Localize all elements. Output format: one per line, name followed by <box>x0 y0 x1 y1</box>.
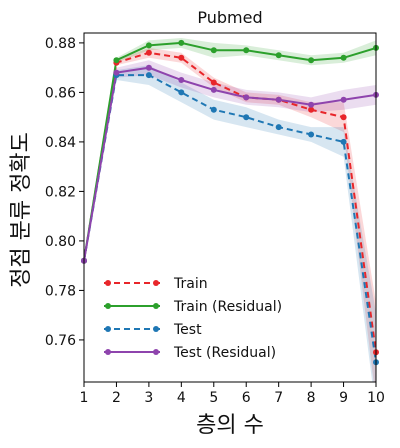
point-test <box>275 124 282 131</box>
x-tick-label: 9 <box>339 390 348 406</box>
point-train <box>340 114 347 121</box>
legend-marker-train <box>153 280 159 286</box>
plot-frame <box>83 32 377 383</box>
point-test-residual <box>340 96 347 103</box>
point-test <box>308 131 315 138</box>
legend-label-test-residual: Test (Residual) <box>173 345 276 361</box>
point-test-residual <box>210 86 217 93</box>
x-tick-label: 6 <box>242 390 251 406</box>
point-train-residual <box>178 39 185 46</box>
point-train <box>308 106 315 113</box>
y-tick-label: 0.78 <box>45 283 76 299</box>
x-tick-label: 1 <box>80 390 89 406</box>
point-test <box>243 114 250 121</box>
tick-group: 0.76 0.78 0.80 0.82 0.84 0.86 0.88 1 2 3 4 5 6 7 8 9 10 <box>45 36 385 406</box>
y-tick-label: 0.84 <box>45 135 76 151</box>
y-tick-label: 0.80 <box>45 234 76 250</box>
y-tick-label: 0.88 <box>45 36 76 52</box>
point-test-residual <box>243 94 250 101</box>
point-train-residual <box>113 57 120 64</box>
point-test-residual <box>308 101 315 108</box>
point-train-residual <box>275 52 282 59</box>
line-test <box>84 74 376 363</box>
y-axis-label: 정점 분류 정확도 <box>9 132 34 288</box>
point-train-residual <box>145 42 152 49</box>
legend-label-train-residual: Train (Residual) <box>173 299 282 315</box>
point-train <box>145 49 152 56</box>
point-test <box>340 138 347 145</box>
x-tick-label: 8 <box>307 390 316 406</box>
point-test-residual <box>275 96 282 103</box>
y-tick-label: 0.76 <box>45 333 76 349</box>
chart-title: Pubmed <box>197 8 262 27</box>
legend-marker-test <box>105 326 111 332</box>
point-train-residual <box>243 47 250 54</box>
line-test-residual <box>84 66 376 261</box>
x-tick-label: 5 <box>209 390 218 406</box>
line-train-residual <box>84 41 376 261</box>
band-test-residual <box>84 60 376 261</box>
x-tick-label: 3 <box>144 390 153 406</box>
point-test <box>210 106 217 113</box>
legend-marker-train <box>105 280 111 286</box>
axes <box>83 32 377 383</box>
legend-marker-test-residual <box>153 349 159 355</box>
point-train-residual <box>340 54 347 61</box>
x-tick-label: 4 <box>177 390 186 406</box>
legend: Train Train (Residual) Test Test (Residual) <box>104 276 282 361</box>
x-axis-label: 층의 수 <box>196 413 264 438</box>
legend-marker-train-residual <box>153 303 159 309</box>
y-tick-label: 0.86 <box>45 85 76 101</box>
legend-marker-test <box>153 326 159 332</box>
point-train <box>210 79 217 86</box>
point-test <box>145 72 152 79</box>
band-train-residual <box>84 38 376 261</box>
legend-marker-train-residual <box>105 303 111 309</box>
point-test <box>178 89 185 96</box>
point-train-residual <box>308 57 315 64</box>
series-lines <box>84 41 376 363</box>
point-test-residual <box>178 77 185 83</box>
x-tick-label: 7 <box>274 390 283 406</box>
point-test-residual <box>113 69 120 76</box>
legend-label-train: Train <box>173 276 208 292</box>
legend-marker-test-residual <box>105 349 111 355</box>
y-tick-label: 0.82 <box>45 184 76 200</box>
legend-label-test: Test <box>173 322 202 338</box>
x-tick-label: 2 <box>112 390 121 406</box>
x-tick-label: 10 <box>367 390 385 406</box>
point-train-residual <box>210 47 217 54</box>
point-test-residual <box>145 64 152 71</box>
point-train <box>178 54 185 61</box>
